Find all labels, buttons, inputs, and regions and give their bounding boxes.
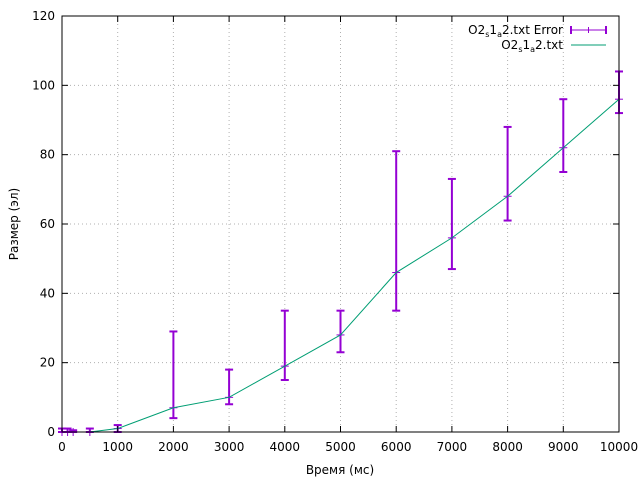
legend-label: O2s1a2.txt <box>501 38 563 54</box>
y-tick-label: 20 <box>40 356 55 370</box>
legend-label: O2s1a2.txt Error <box>468 23 563 39</box>
axis-ticks: 0 1000 2000 3000 4000 5000 6000 7000 8000 9000 100… <box>32 9 638 454</box>
plot-area <box>58 70 623 436</box>
x-tick-label: 7000 <box>437 440 468 454</box>
x-tick-label: 6000 <box>381 440 412 454</box>
x-tick-label: 4000 <box>270 440 301 454</box>
y-tick-label: 40 <box>40 286 55 300</box>
y-tick-label: 60 <box>40 217 55 231</box>
x-tick-label: 0 <box>58 440 66 454</box>
y-tick-label: 100 <box>32 78 55 92</box>
y-tick-label: 120 <box>32 9 55 23</box>
series-0 <box>58 70 623 436</box>
series-line <box>62 98 620 433</box>
y-tick-label: 0 <box>47 425 55 439</box>
legend-entry-1: O2s1a2.txt <box>501 38 606 54</box>
x-tick-label: 9000 <box>548 440 579 454</box>
x-tick-label: 5000 <box>325 440 356 454</box>
y-axis-label: Размер (эл) <box>7 188 21 260</box>
x-tick-label: 10000 <box>600 440 638 454</box>
grid <box>62 16 619 432</box>
x-tick-label: 2000 <box>158 440 189 454</box>
x-tick-label: 3000 <box>214 440 245 454</box>
y-tick-label: 80 <box>40 148 55 162</box>
x-tick-label: 1000 <box>102 440 133 454</box>
legend-entry-0: O2s1a2.txt Error <box>468 23 607 39</box>
x-tick-label: 8000 <box>492 440 523 454</box>
series-1 <box>62 98 620 433</box>
x-axis-label: Время (мс) <box>306 463 374 477</box>
